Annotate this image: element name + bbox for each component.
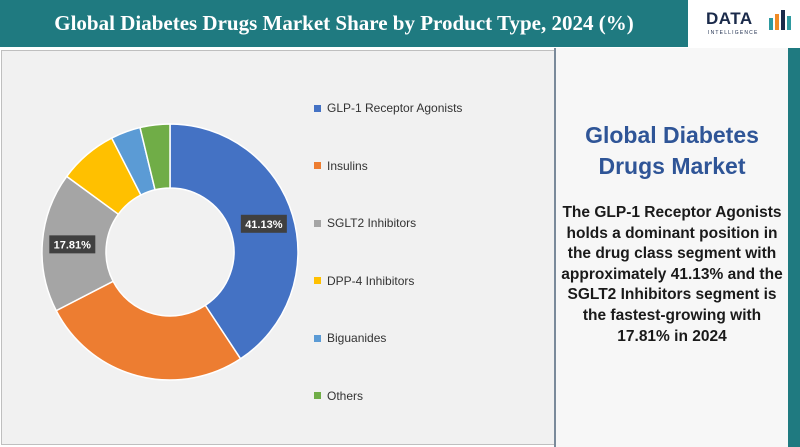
data-label-box	[240, 214, 287, 233]
data-label-0: 41.13%	[240, 214, 287, 233]
legend-item: Insulins	[314, 159, 368, 173]
data-label-box	[49, 235, 96, 254]
legend-item: Others	[314, 389, 363, 403]
legend-swatch	[314, 392, 321, 399]
legend-swatch	[314, 104, 321, 112]
summary-panel: Global Diabetes Drugs Market The GLP-1 R…	[556, 48, 788, 447]
chart-title: Global Diabetes Drugs Market Share by Pr…	[54, 11, 634, 35]
legend-item: Biguanides	[314, 331, 386, 345]
data-label-2: 17.81%	[49, 235, 96, 254]
panel-divider	[554, 48, 556, 447]
chart-panel: 41.13% 17.81% GLP-1 Receptor Agonists Insu…	[1, 50, 555, 445]
summary-title: Global Diabetes Drugs Market	[585, 122, 759, 179]
donut-slice-1	[55, 280, 242, 381]
legend-label: SGLT2 Inhibitors	[327, 216, 417, 230]
data-label-text: 17.81%	[54, 239, 92, 251]
summary-text: The GLP-1 Receptor Agonists holds a domi…	[561, 204, 783, 345]
legend-item: GLP-1 Receptor Agonists	[314, 101, 462, 115]
legend-label: Biguanides	[327, 331, 387, 345]
legend-label: Insulins	[327, 158, 368, 173]
legend-swatch	[314, 334, 321, 342]
donut-slice-5	[139, 123, 171, 191]
header-bar: Global Diabetes Drugs Market Share by Pr…	[0, 0, 688, 47]
logo-word: DATA	[706, 9, 753, 28]
donut-chart: 41.13% 17.81%	[41, 123, 299, 381]
legend-label: DPP-4 Inhibitors	[327, 273, 415, 288]
brand-logo: DATA INTELLIGENCE	[688, 0, 800, 47]
legend-item: SGLT2 Inhibitors	[314, 216, 416, 230]
legend-label: Others	[327, 388, 364, 403]
legend-label: GLP-1 Receptor Agonists	[327, 101, 463, 115]
legend-swatch	[314, 219, 321, 227]
donut-slice-0	[169, 123, 299, 360]
logo-subtext: INTELLIGENCE	[708, 30, 759, 36]
right-edge-band	[788, 48, 800, 447]
logo-bars-icon	[769, 10, 791, 30]
legend-swatch	[314, 277, 321, 284]
data-label-text: 41.13%	[245, 219, 283, 231]
legend-swatch	[314, 162, 321, 169]
legend-item: DPP-4 Inhibitors	[314, 274, 414, 288]
